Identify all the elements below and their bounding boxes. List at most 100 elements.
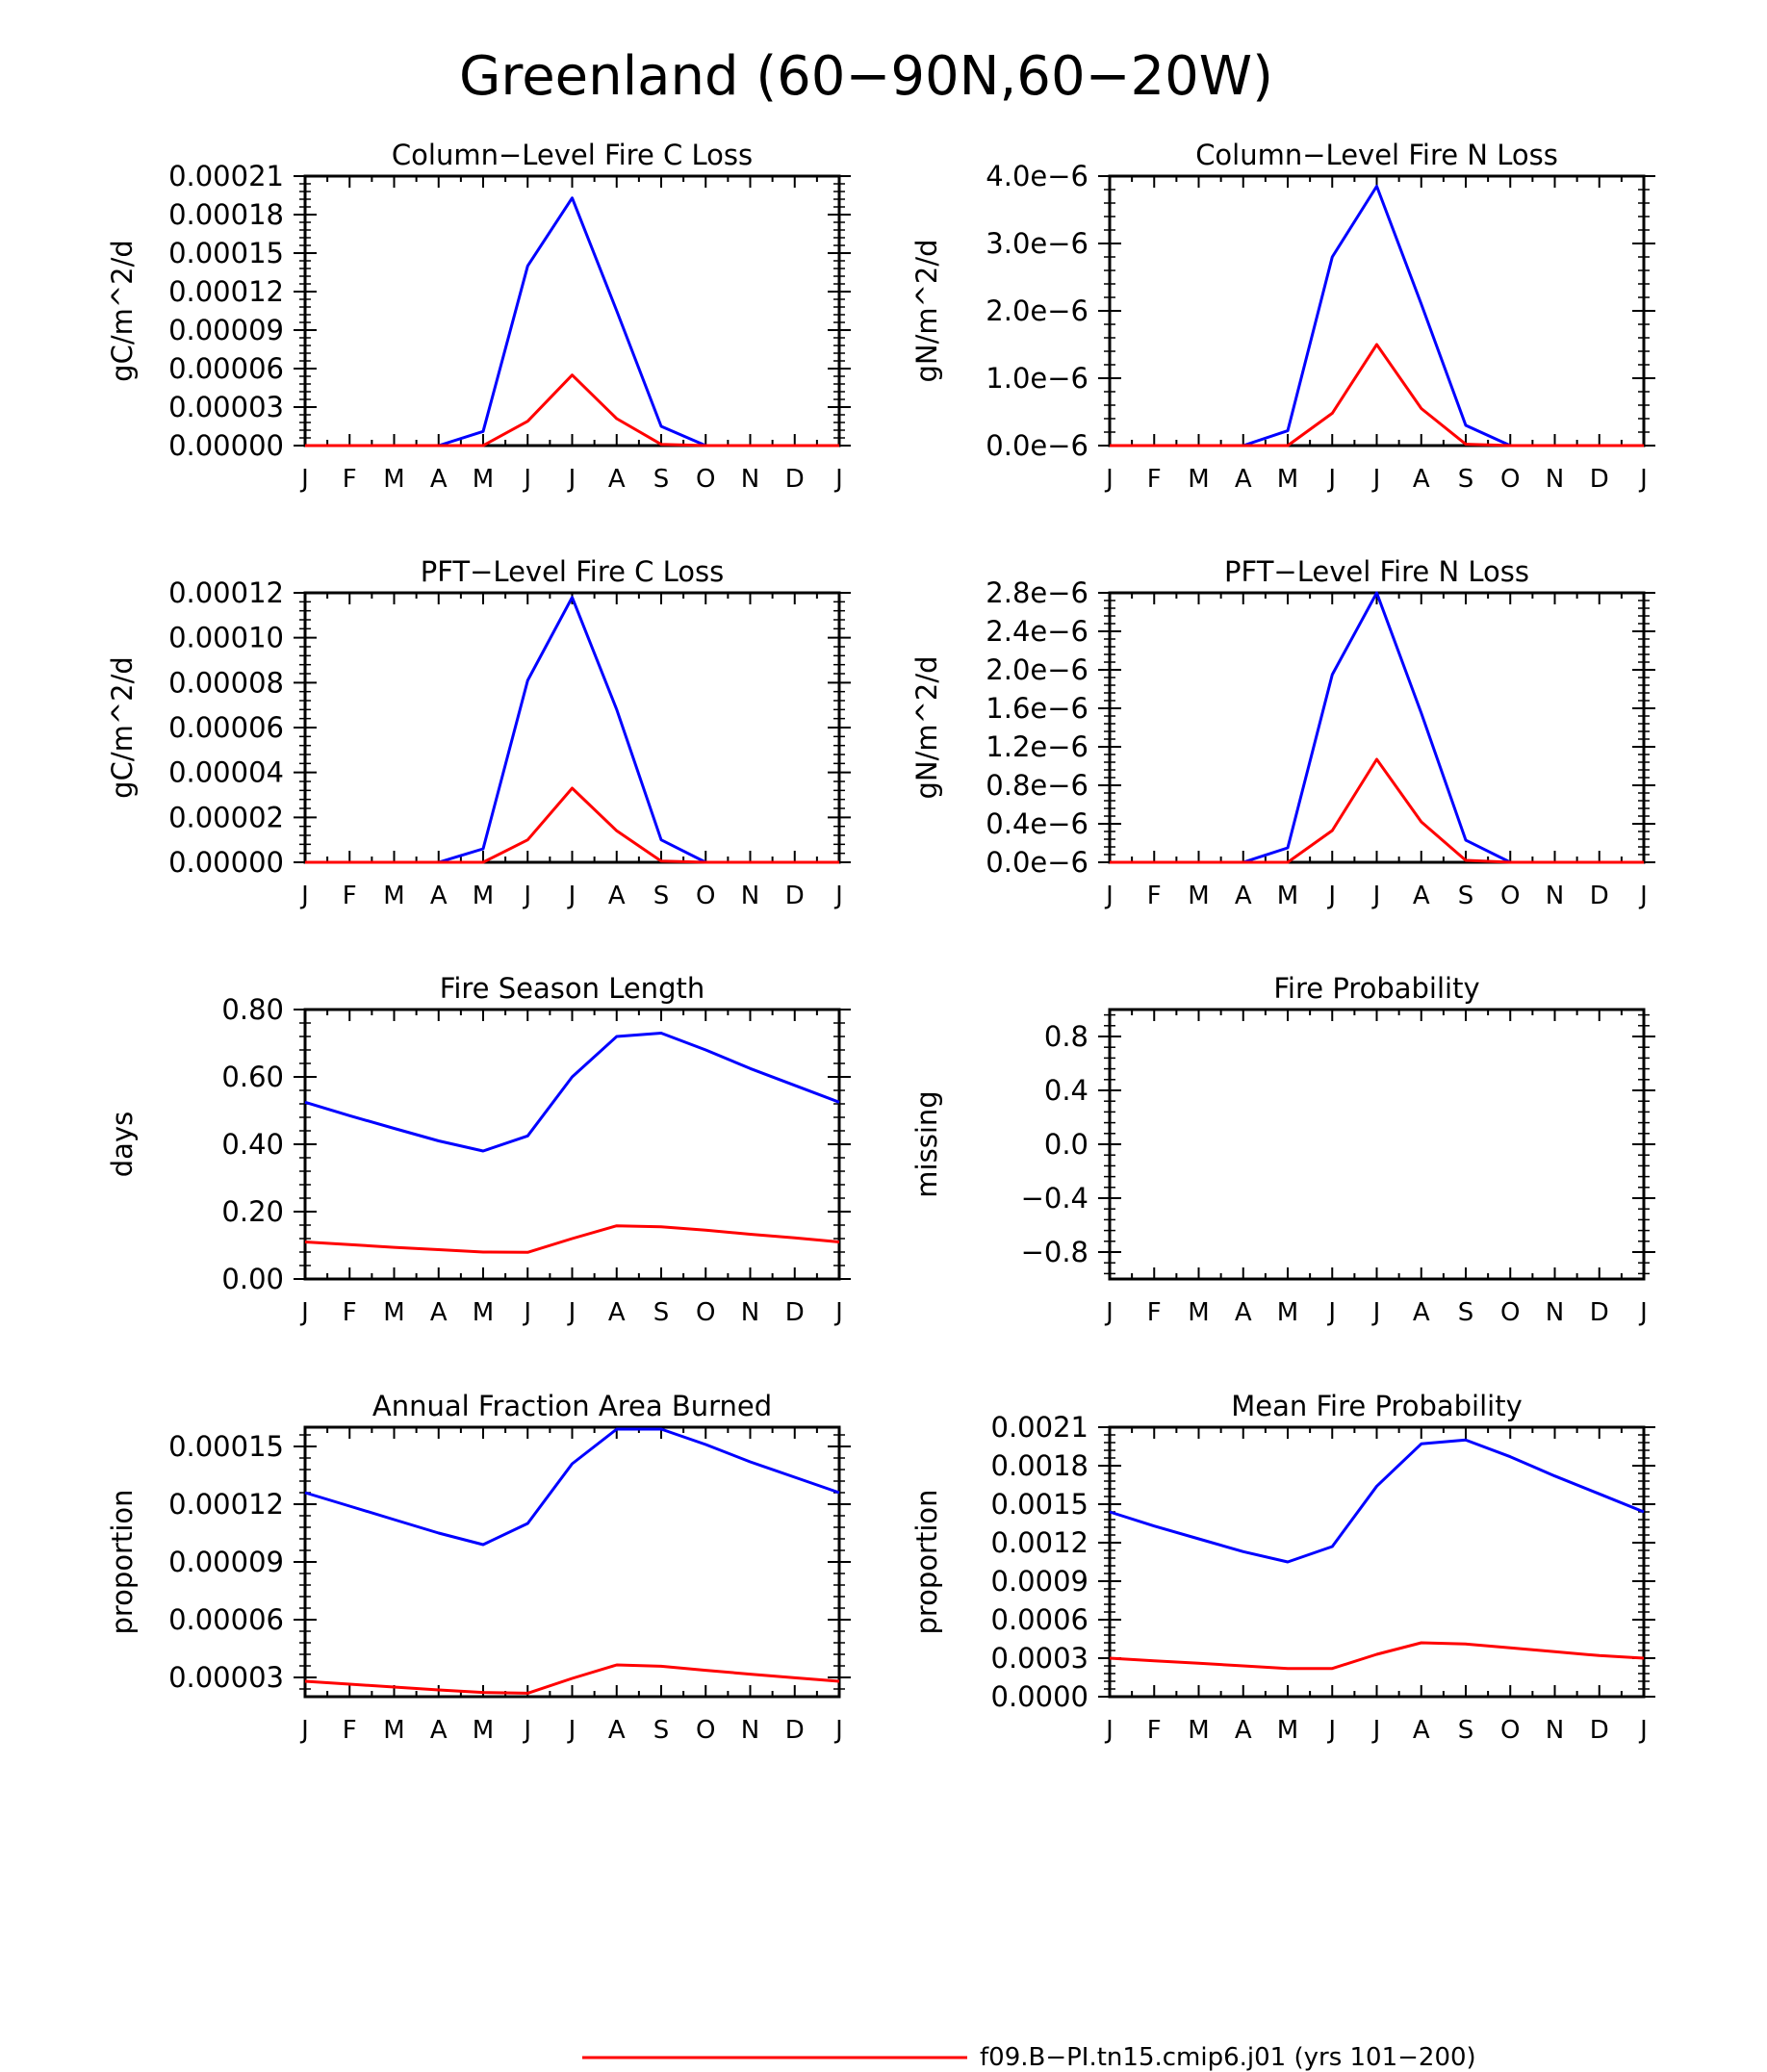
series-line — [1110, 343, 1644, 448]
x-tick-label: A — [608, 1298, 626, 1327]
x-tick-label: N — [1546, 1716, 1564, 1745]
y-tick-label: 0.00012 — [168, 275, 284, 308]
y-axis-label: proportion — [106, 1489, 139, 1634]
panel-title: Column−Level Fire C Loss — [392, 139, 753, 171]
y-tick-label: 0.00010 — [168, 622, 284, 654]
series-line — [304, 1032, 840, 1153]
y-tick-label: 2.0e−6 — [986, 294, 1088, 327]
x-tick-label: M — [473, 882, 494, 910]
y-tick-label: 0.0 — [1044, 1128, 1088, 1161]
y-tick-label: 4.0e−6 — [986, 160, 1088, 192]
y-tick-label: 0.00012 — [168, 576, 284, 609]
y-axis-label: missing — [910, 1090, 943, 1197]
series-line — [1110, 757, 1644, 864]
chart-panel: J F M A M J J A S O N D J0.000000.000030.000060.0000… — [106, 139, 851, 494]
x-tick-label: A — [1235, 1298, 1252, 1327]
x-tick-label: A — [608, 1716, 626, 1745]
x-tick-label: M — [383, 1716, 404, 1745]
y-tick-label: 0.00021 — [168, 160, 284, 192]
x-tick-label: M — [1188, 465, 1209, 494]
y-tick-label: 0.00004 — [168, 756, 284, 789]
chart-panel: J F M A M J J A S O N D J0.000000.000020.000040.0000… — [106, 555, 851, 910]
x-tick-label: J — [1104, 465, 1114, 494]
x-tick-label: J — [299, 465, 309, 494]
chart-panel: J F M A M J J A S O N D J0.0e−61.0e−62.0e−63.0e−64.0… — [910, 139, 1655, 494]
x-tick-label: S — [1458, 465, 1474, 494]
y-tick-label: 0.60 — [221, 1061, 284, 1093]
x-tick-label: A — [1235, 1716, 1252, 1745]
x-tick-label: J — [1371, 882, 1381, 910]
x-tick-label: J — [1638, 882, 1648, 910]
y-tick-label: 1.0e−6 — [986, 362, 1088, 395]
chart-panel: J F M A M J J A S O N D J0.000030.000060.000090.0001… — [106, 1390, 851, 1745]
x-tick-label: O — [696, 465, 715, 494]
y-tick-label: 3.0e−6 — [986, 227, 1088, 260]
chart-panel: J F M A M J J A S O N D J0.00000.00030.00060.00090.0… — [910, 1390, 1655, 1745]
x-tick-label: J — [1371, 1716, 1381, 1745]
legend-label: f09.B−PI.tn15.cmip6.j01 (yrs 101−200) — [980, 2043, 1476, 2072]
x-tick-label: O — [696, 882, 715, 910]
x-tick-label: M — [473, 465, 494, 494]
x-tick-label: A — [1235, 465, 1252, 494]
y-tick-label: 0.00012 — [168, 1488, 284, 1521]
x-tick-label: J — [1371, 465, 1381, 494]
x-tick-label: J — [522, 882, 531, 910]
x-tick-label: J — [1638, 1716, 1648, 1745]
x-tick-label: O — [1500, 882, 1520, 910]
y-tick-label: 1.2e−6 — [986, 730, 1088, 763]
y-tick-label: 2.4e−6 — [986, 615, 1088, 648]
y-tick-label: 0.00009 — [168, 314, 284, 346]
x-tick-label: N — [1546, 465, 1564, 494]
x-tick-label: J — [833, 1716, 843, 1745]
y-tick-label: −0.8 — [1021, 1236, 1088, 1268]
y-axis-label: gC/m^2/d — [106, 240, 139, 382]
x-tick-label: F — [1147, 1716, 1162, 1745]
x-tick-label: O — [1500, 1298, 1520, 1327]
x-tick-label: J — [299, 1716, 309, 1745]
y-tick-label: 0.80 — [221, 993, 284, 1026]
y-tick-label: 0.00003 — [168, 391, 284, 423]
series-line — [305, 786, 839, 864]
y-tick-label: 0.4e−6 — [986, 807, 1088, 840]
legend: f09.B−PI.tn15.cmip6.j01 (yrs 101−200) — [582, 2043, 1476, 2072]
x-tick-label: J — [567, 1298, 576, 1327]
x-tick-label: D — [785, 1716, 805, 1745]
x-tick-label: M — [1277, 882, 1298, 910]
x-tick-label: F — [343, 882, 357, 910]
y-tick-label: 0.40 — [221, 1128, 284, 1161]
x-tick-label: J — [1104, 882, 1114, 910]
y-tick-label: 0.0018 — [991, 1449, 1088, 1482]
y-tick-label: 0.0012 — [991, 1526, 1088, 1559]
x-tick-label: A — [430, 882, 448, 910]
x-tick-label: M — [473, 1298, 494, 1327]
x-tick-label: F — [1147, 1298, 1162, 1327]
panel-title: PFT−Level Fire N Loss — [1224, 555, 1529, 588]
x-tick-label: D — [1590, 1716, 1609, 1745]
x-tick-label: J — [567, 1716, 576, 1745]
panel-title: Fire Season Length — [440, 972, 704, 1005]
series-line — [305, 373, 839, 448]
y-tick-label: 0.0021 — [991, 1411, 1088, 1444]
x-tick-label: M — [473, 1716, 494, 1745]
x-tick-label: D — [785, 882, 805, 910]
x-tick-label: F — [343, 465, 357, 494]
x-tick-label: N — [741, 882, 759, 910]
x-tick-label: F — [343, 1716, 357, 1745]
y-tick-label: 0.4 — [1044, 1074, 1088, 1107]
x-tick-label: M — [1277, 1298, 1298, 1327]
x-tick-label: A — [1413, 882, 1430, 910]
x-tick-label: J — [1638, 1298, 1648, 1327]
x-tick-label: J — [567, 882, 576, 910]
y-tick-label: 0.00018 — [168, 198, 284, 231]
x-tick-label: J — [1326, 1716, 1336, 1745]
x-tick-label: M — [1188, 882, 1209, 910]
y-tick-label: 2.0e−6 — [986, 653, 1088, 686]
x-tick-label: M — [1188, 1298, 1209, 1327]
x-tick-label: J — [522, 1716, 531, 1745]
y-tick-label: 0.00015 — [168, 1430, 284, 1463]
x-tick-label: N — [741, 1716, 759, 1745]
x-tick-label: N — [1546, 1298, 1564, 1327]
y-tick-label: 2.8e−6 — [986, 576, 1088, 609]
